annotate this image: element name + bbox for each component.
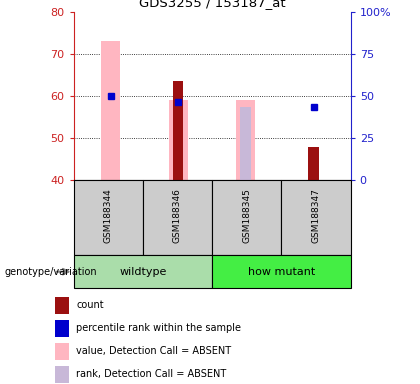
Bar xyxy=(55,297,69,314)
Bar xyxy=(74,180,143,255)
Text: rank, Detection Call = ABSENT: rank, Detection Call = ABSENT xyxy=(76,369,227,379)
Title: GDS3255 / 153187_at: GDS3255 / 153187_at xyxy=(139,0,286,9)
Text: GSM188345: GSM188345 xyxy=(242,188,251,243)
Bar xyxy=(236,100,255,180)
Text: GSM188347: GSM188347 xyxy=(312,188,320,243)
Bar xyxy=(55,319,69,337)
Bar xyxy=(74,255,212,288)
Text: count: count xyxy=(76,300,104,310)
Text: genotype/variation: genotype/variation xyxy=(4,266,97,277)
Bar xyxy=(55,343,69,360)
Bar xyxy=(101,41,120,180)
Text: GSM188346: GSM188346 xyxy=(173,188,182,243)
Bar xyxy=(173,81,184,180)
Bar xyxy=(212,255,351,288)
Text: percentile rank within the sample: percentile rank within the sample xyxy=(76,323,241,333)
Bar xyxy=(281,180,351,255)
Text: GSM188344: GSM188344 xyxy=(104,188,113,243)
Bar xyxy=(241,107,251,180)
Text: wildtype: wildtype xyxy=(119,266,166,277)
Text: how mutant: how mutant xyxy=(248,266,315,277)
Bar xyxy=(55,366,69,383)
Bar xyxy=(169,100,188,180)
Text: value, Detection Call = ABSENT: value, Detection Call = ABSENT xyxy=(76,346,231,356)
Bar xyxy=(308,147,319,180)
Bar xyxy=(212,180,281,255)
Bar xyxy=(143,180,212,255)
